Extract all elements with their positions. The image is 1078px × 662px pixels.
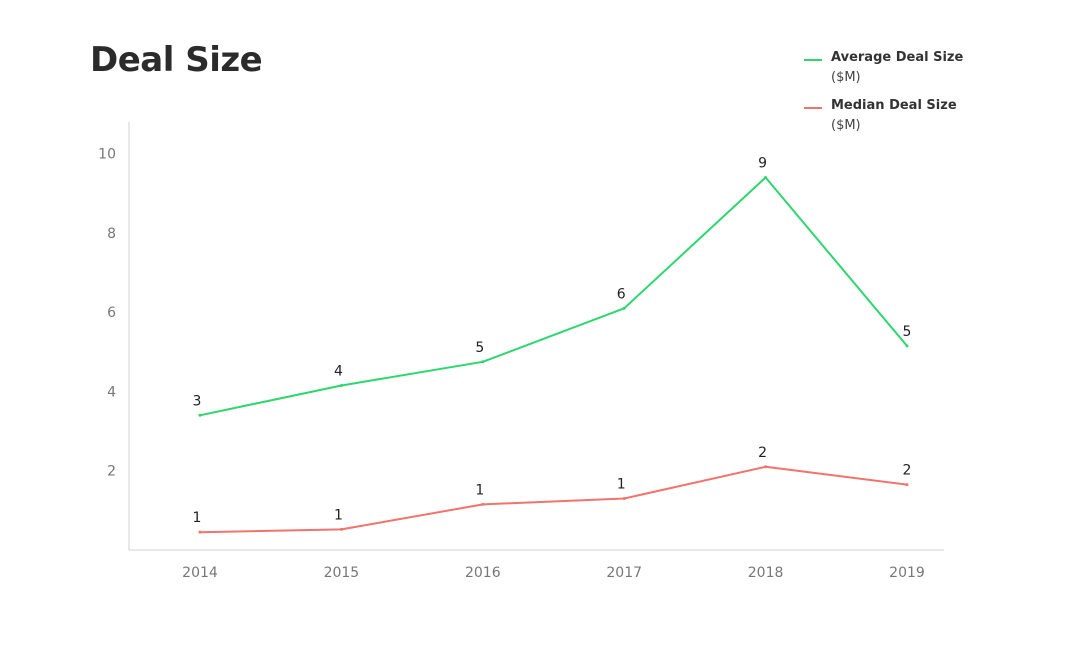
x-tick-label-2017: 2017 <box>606 565 642 581</box>
x-tick-label-2015: 2015 <box>324 565 360 581</box>
series-layer: 3 4 5 6 9 5 1 1 1 1 2 2 <box>193 155 912 534</box>
legend-item-median: Median Deal Size ($M) <box>804 96 1024 136</box>
y-tick-label-2: 2 <box>107 464 116 480</box>
y-tick-labels: 2 4 6 8 10 <box>98 147 116 480</box>
legend-label-median: Median Deal Size <box>831 98 957 113</box>
y-tick-label-6: 6 <box>107 305 116 321</box>
data-point-average-2015 <box>339 384 343 388</box>
legend-swatch-average <box>804 59 822 61</box>
data-point-median-2016 <box>481 502 485 506</box>
data-label-median-2018: 2 <box>758 445 767 461</box>
data-label-median-2014: 1 <box>193 510 202 526</box>
x-tick-label-2016: 2016 <box>465 565 501 581</box>
y-tick-label-4: 4 <box>107 384 116 400</box>
x-tick-label-2014: 2014 <box>182 565 218 581</box>
legend-swatch-median <box>804 107 822 109</box>
data-label-median-2017: 1 <box>617 476 626 492</box>
legend: Average Deal Size ($M) Median Deal Size … <box>804 48 1024 144</box>
data-point-average-2017 <box>622 306 626 310</box>
data-point-average-2018 <box>764 175 768 179</box>
y-tick-label-8: 8 <box>107 226 116 242</box>
data-point-median-2018 <box>764 465 768 469</box>
data-point-median-2017 <box>622 496 626 500</box>
data-label-median-2015: 1 <box>334 507 343 523</box>
legend-unit-median: ($M) <box>831 118 861 133</box>
data-label-average-2016: 5 <box>475 340 484 356</box>
data-point-average-2019 <box>905 344 909 348</box>
legend-label-average: Average Deal Size <box>831 50 964 65</box>
x-tick-label-2018: 2018 <box>748 565 784 581</box>
data-label-average-2017: 6 <box>617 286 626 302</box>
data-point-average-2016 <box>481 360 485 364</box>
data-label-average-2015: 4 <box>334 364 343 380</box>
data-label-median-2019: 2 <box>903 463 912 479</box>
series-line-average <box>199 176 908 417</box>
data-point-median-2014 <box>198 530 202 534</box>
data-point-median-2015 <box>339 527 343 531</box>
data-label-average-2014: 3 <box>193 393 202 409</box>
data-point-average-2014 <box>198 413 202 417</box>
x-tick-label-2019: 2019 <box>889 565 925 581</box>
data-label-median-2016: 1 <box>475 482 484 498</box>
y-tick-label-10: 10 <box>98 147 116 163</box>
series-line-median <box>199 465 908 534</box>
legend-unit-average: ($M) <box>831 70 861 85</box>
data-label-average-2018: 9 <box>758 155 767 171</box>
data-label-average-2019: 5 <box>903 324 912 340</box>
x-tick-labels: 2014 2015 2016 2017 2018 2019 <box>182 565 925 581</box>
chart-title: Deal Size <box>90 40 263 80</box>
data-point-median-2019 <box>905 483 909 487</box>
legend-item-average: Average Deal Size ($M) <box>804 48 1024 88</box>
